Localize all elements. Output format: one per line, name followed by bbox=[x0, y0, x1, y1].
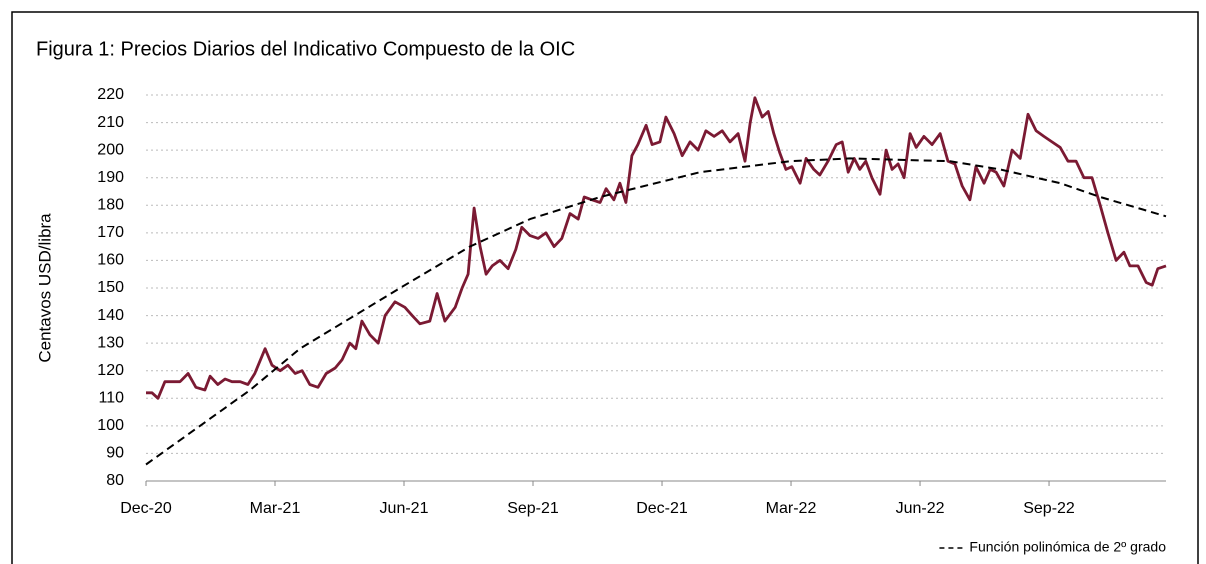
x-tick-label: Sep-21 bbox=[507, 500, 559, 517]
legend-label: Función polinómica de 2º grado bbox=[969, 539, 1166, 555]
line-series bbox=[146, 96, 1167, 400]
y-axis-label: Centavos USD/libra bbox=[35, 213, 54, 363]
y-tick-label: 90 bbox=[106, 445, 124, 462]
y-tick-label: 80 bbox=[106, 472, 124, 489]
chart-title: Figura 1: Precios Diarios del Indicativo… bbox=[36, 38, 575, 60]
y-tick-label: 140 bbox=[97, 307, 124, 324]
y-tick-label: 180 bbox=[97, 197, 124, 214]
x-tick-label: Sep-22 bbox=[1023, 500, 1075, 517]
y-tick-label: 210 bbox=[97, 114, 124, 131]
y-tick-label: 110 bbox=[98, 390, 124, 407]
x-tick-label: Jun-22 bbox=[896, 500, 945, 517]
x-tick-label: Jun-21 bbox=[380, 500, 429, 517]
y-tick-label: 170 bbox=[97, 224, 124, 241]
line-series bbox=[145, 157, 1167, 466]
y-tick-label: 150 bbox=[97, 279, 124, 296]
x-tick-label: Dec-21 bbox=[636, 500, 688, 517]
x-tick-label: Mar-22 bbox=[766, 500, 817, 517]
y-tick-label: 120 bbox=[97, 362, 124, 379]
y-tick-label: 100 bbox=[97, 417, 124, 434]
y-tick-label: 160 bbox=[97, 252, 124, 269]
y-tick-label: 190 bbox=[97, 169, 124, 186]
y-tick-label: 130 bbox=[97, 334, 124, 351]
y-tick-label: 200 bbox=[97, 141, 124, 158]
y-tick-label: 220 bbox=[97, 86, 124, 103]
x-tick-label: Mar-21 bbox=[250, 500, 301, 517]
x-tick-label: Dec-20 bbox=[120, 500, 172, 517]
frame bbox=[11, 11, 1199, 564]
